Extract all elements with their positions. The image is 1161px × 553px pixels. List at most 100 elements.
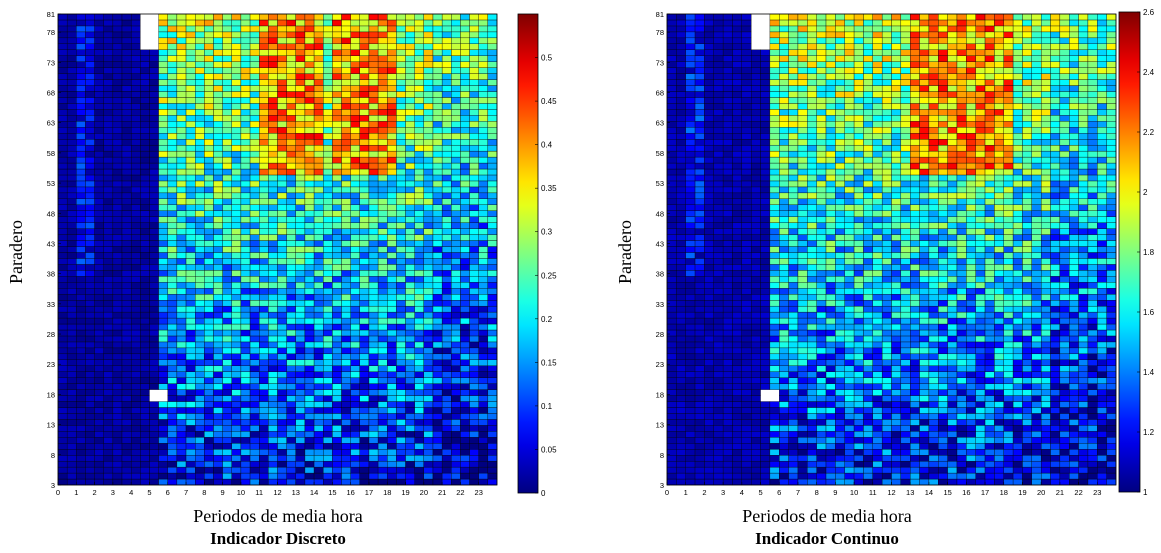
- heatmap-cell: [249, 359, 260, 366]
- heatmap-cell: [405, 234, 415, 241]
- heatmap-cell: [414, 13, 425, 21]
- heatmap-cell: [676, 466, 686, 474]
- heatmap-cell: [240, 425, 251, 432]
- heatmap-cell: [414, 210, 425, 217]
- heatmap-cell: [405, 192, 415, 199]
- heatmap-cell: [704, 67, 714, 74]
- heatmap-cell: [405, 121, 415, 128]
- heatmap-cell: [76, 329, 86, 337]
- heatmap-cell: [779, 180, 789, 188]
- heatmap-cell: [432, 204, 443, 211]
- heatmap-cell: [158, 79, 168, 86]
- heatmap-cell: [167, 443, 178, 450]
- heatmap-cell: [112, 252, 123, 259]
- heatmap-cell: [694, 252, 705, 259]
- heatmap-cell: [441, 156, 452, 164]
- heatmap-cell: [259, 234, 269, 241]
- heatmap-cell: [676, 383, 686, 390]
- heatmap-cell: [66, 264, 77, 271]
- heatmap-cell: [195, 13, 205, 21]
- heatmap-cell: [57, 329, 68, 337]
- heatmap-cell: [469, 97, 479, 104]
- heatmap-cell: [259, 347, 269, 355]
- heatmap-cell: [478, 443, 489, 450]
- heatmap-cell: [460, 115, 470, 122]
- heatmap-cell: [487, 455, 498, 462]
- heatmap-cell: [167, 311, 178, 319]
- heatmap-cell: [222, 109, 232, 116]
- heatmap-cell: [222, 180, 232, 188]
- heatmap-cell: [213, 228, 223, 235]
- heatmap-cell: [405, 67, 415, 74]
- heatmap-cell: [722, 311, 733, 319]
- heatmap-cell: [222, 240, 232, 247]
- heatmap-cell: [231, 19, 242, 27]
- heatmap-cell: [359, 288, 370, 295]
- heatmap-cell: [432, 389, 443, 396]
- heatmap-cell: [66, 246, 77, 253]
- heatmap-cell: [140, 389, 150, 396]
- heatmap-cell: [277, 472, 287, 480]
- heatmap-cell: [359, 305, 370, 313]
- heatmap-cell: [685, 401, 696, 408]
- heatmap-cell: [685, 443, 696, 450]
- heatmap-cell: [350, 258, 360, 265]
- heatmap-cell: [112, 67, 123, 74]
- heatmap-cell: [396, 61, 406, 68]
- heatmap-cell: [676, 144, 686, 152]
- heatmap-cell: [396, 144, 406, 152]
- heatmap-cell: [76, 246, 86, 253]
- heatmap-cell: [112, 61, 123, 68]
- heatmap-cell: [195, 353, 205, 360]
- heatmap-cell: [304, 401, 315, 408]
- heatmap-cell: [121, 401, 132, 408]
- heatmap-cell: [130, 300, 141, 307]
- heatmap-cell: [769, 323, 780, 331]
- heatmap-cell: [779, 455, 789, 462]
- heatmap-cell: [140, 97, 150, 104]
- heatmap-cell: [195, 449, 205, 456]
- heatmap-cell: [451, 407, 461, 414]
- heatmap-cell: [332, 216, 342, 223]
- heatmap-cell: [149, 341, 159, 349]
- heatmap-cell: [304, 174, 315, 182]
- heatmap-cell: [121, 341, 132, 349]
- heatmap-cell: [323, 115, 333, 122]
- heatmap-cell: [414, 67, 425, 74]
- heatmap-cell: [240, 25, 251, 33]
- heatmap-cell: [204, 443, 214, 450]
- heatmap-cell: [732, 353, 743, 360]
- heatmap-cell: [478, 341, 489, 349]
- heatmap-cell: [130, 365, 141, 372]
- heatmap-cell: [149, 115, 159, 122]
- heatmap-cell: [779, 377, 789, 384]
- heatmap-cell: [295, 359, 306, 366]
- heatmap-cell: [240, 121, 251, 128]
- heatmap-cell: [769, 335, 780, 343]
- heatmap-cell: [222, 466, 232, 474]
- heatmap-cell: [323, 162, 333, 170]
- heatmap-cell: [112, 85, 123, 92]
- heatmap-cell: [213, 192, 223, 199]
- heatmap-cell: [103, 37, 114, 44]
- heatmap-cell: [304, 222, 315, 229]
- heatmap-cell: [185, 425, 196, 432]
- heatmap-cell: [304, 425, 315, 432]
- heatmap-cell: [295, 472, 306, 480]
- heatmap-cell: [121, 276, 132, 283]
- heatmap-cell: [694, 210, 705, 217]
- heatmap-cell: [66, 31, 77, 39]
- heatmap-cell: [741, 97, 752, 104]
- heatmap-cell: [741, 25, 752, 33]
- heatmap-cell: [240, 85, 251, 92]
- heatmap-cell: [286, 234, 296, 241]
- heatmap-cell: [368, 115, 379, 122]
- heatmap-cell: [286, 37, 296, 44]
- heatmap-cell: [460, 168, 470, 176]
- heatmap-cell: [213, 401, 223, 408]
- heatmap-cell: [769, 365, 780, 372]
- heatmap-cell: [788, 270, 799, 277]
- heatmap-cell: [240, 431, 251, 438]
- heatmap-cell: [231, 97, 242, 104]
- heatmap-cell: [176, 192, 187, 199]
